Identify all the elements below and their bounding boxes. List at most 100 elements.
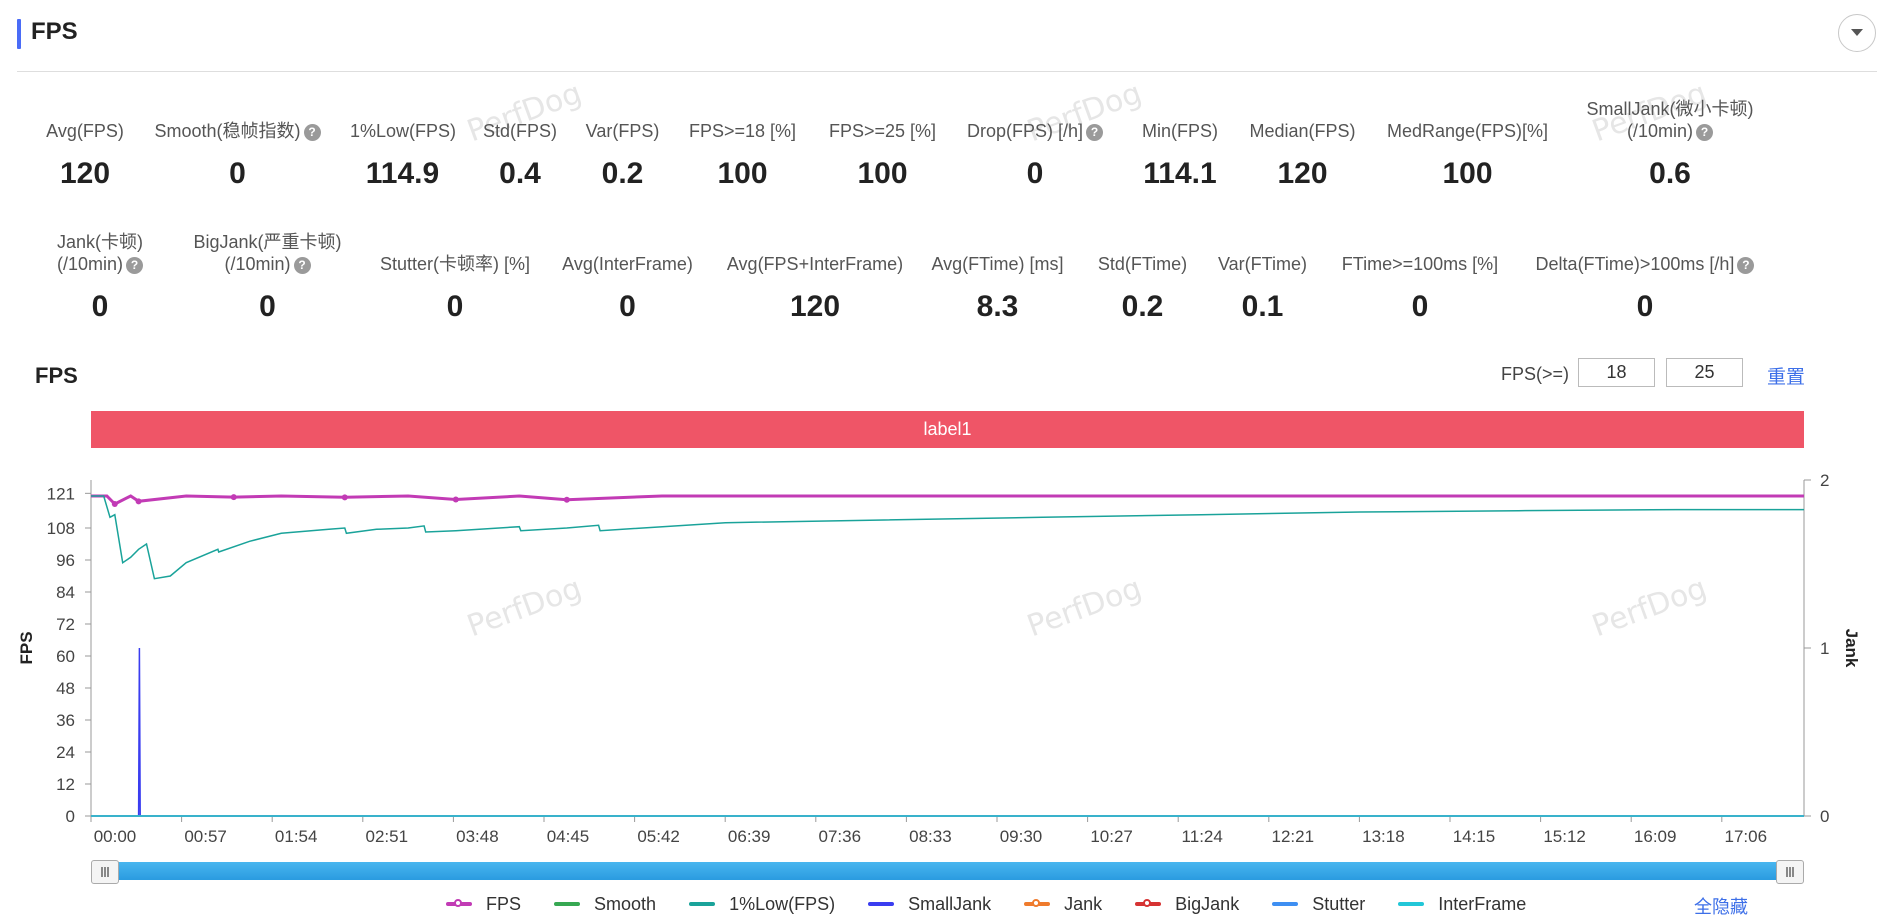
stat-value: 0 [91, 290, 109, 323]
stat-value: 120 [789, 290, 841, 323]
series-line-smalljank [91, 647, 1804, 817]
legend-swatch [1272, 902, 1299, 906]
y2-axis-title: Jank [1842, 629, 1861, 668]
stat-label: FTime>=100ms [%] [1341, 254, 1499, 274]
fps-threshold-1-input[interactable] [1578, 358, 1655, 387]
stat-value: 114.9 [365, 157, 440, 190]
slider-right-handle[interactable] [1776, 860, 1804, 884]
legend-item-smooth[interactable]: Smooth [554, 894, 656, 915]
stat-var-ftime: Var(FTime) 0.1 [1210, 253, 1315, 324]
x-tick-label: 06:39 [728, 827, 771, 846]
stat-label: Avg(FPS) [46, 121, 124, 141]
y-axis-title: FPS [17, 631, 36, 664]
help-icon[interactable]: ? [126, 256, 143, 274]
stat-avg-ftime: Avg(FTime) [ms] 8.3 [925, 253, 1070, 324]
x-tick-label: 00:00 [94, 827, 137, 846]
legend-item-interframe[interactable]: InterFrame [1398, 894, 1526, 915]
stat-label: Avg(FTime) [ms] [931, 254, 1064, 274]
stat-label: Delta(FTime)>100ms [/h] [1535, 254, 1735, 274]
legend-label: Smooth [594, 893, 657, 914]
legend-swatch [1398, 902, 1425, 906]
stat-value: 0.2 [601, 157, 644, 190]
stat-std-fps: Std(FPS) 0.4 [475, 120, 565, 191]
x-tick-label: 08:33 [909, 827, 952, 846]
legend-item-jank[interactable]: Jank [1024, 894, 1102, 915]
section-header: FPS [0, 0, 1877, 72]
stat-value: 0 [619, 290, 636, 323]
stat-fps-ge-18: FPS>=18 [%] 100 [680, 120, 805, 191]
stat-value: 100 [717, 157, 768, 190]
help-icon[interactable]: ? [303, 123, 321, 141]
stat-smooth: Smooth(稳帧指数)? 0 [150, 120, 325, 191]
legend-label: 1%Low(FPS) [729, 893, 836, 914]
slider-left-handle[interactable] [91, 860, 119, 884]
stat-label: MedRange(FPS)[%] [1386, 121, 1549, 141]
stat-stutter: Stutter(卡顿率) [%] 0 [375, 253, 535, 324]
y2-tick-label: 1 [1820, 639, 1829, 658]
y-tick-label: 121 [47, 484, 75, 503]
legend-label: BigJank [1175, 893, 1240, 914]
legend-item-1-low-fps-[interactable]: 1%Low(FPS) [689, 894, 835, 915]
x-tick-label: 11:24 [1182, 827, 1223, 846]
help-icon[interactable]: ? [1737, 256, 1755, 274]
reset-button[interactable]: 重置 [1767, 367, 1806, 388]
stat-value: 0.2 [1121, 290, 1164, 323]
stat-value: 0.1 [1241, 290, 1284, 323]
y-tick-label: 72 [56, 615, 75, 634]
x-tick-label: 05:42 [637, 827, 680, 846]
x-tick-label: 01:54 [275, 827, 318, 846]
stat-value: 0 [229, 157, 246, 190]
legend-swatch [446, 899, 472, 907]
legend-label: InterFrame [1438, 893, 1527, 914]
x-tick-label: 03:48 [456, 827, 499, 846]
stat-label: BigJank(严重卡顿) [193, 232, 342, 252]
stat-std-ftime: Std(FTime) 0.2 [1090, 253, 1195, 324]
y-tick-label: 96 [56, 551, 75, 570]
stat-label: Drop(FPS) [/h] [966, 121, 1084, 141]
x-tick-label: 17:06 [1725, 827, 1768, 846]
stat-label: Smooth(稳帧指数) [154, 121, 301, 141]
fps-threshold-label: FPS(>=) [1501, 364, 1570, 384]
stat-drop-fps: Drop(FPS) [/h]? 0 [960, 120, 1110, 191]
legend-item-smalljank[interactable]: SmallJank [868, 894, 991, 915]
slider-track[interactable] [101, 862, 1794, 880]
time-range-slider[interactable] [91, 860, 1804, 884]
legend-item-bigjank[interactable]: BigJank [1135, 894, 1239, 915]
y-tick-label: 60 [56, 647, 75, 666]
stat-value: 0.6 [1649, 157, 1691, 190]
stat-delta-ftime: Delta(FTime)>100ms [/h]? 0 [1525, 253, 1765, 324]
stat-label: Min(FPS) [1142, 121, 1218, 141]
stat-bigjank: BigJank(严重卡顿) (/10min)? 0 [180, 231, 355, 324]
legend-item-fps[interactable]: FPS [446, 894, 521, 915]
legend-swatch [554, 902, 581, 906]
y-tick-label: 84 [56, 583, 75, 602]
label-bar[interactable]: label1 [91, 411, 1804, 448]
help-icon[interactable]: ? [1086, 123, 1104, 141]
stat-label: Var(FTime) [1218, 254, 1307, 274]
chevron-down-icon [1851, 29, 1863, 36]
y2-tick-label: 0 [1820, 807, 1829, 826]
fps-threshold-2-input[interactable] [1666, 358, 1743, 387]
help-icon[interactable]: ? [1696, 123, 1713, 141]
fps-point [135, 498, 142, 505]
legend-item-stutter[interactable]: Stutter [1272, 894, 1365, 915]
stat-avg-interframe: Avg(InterFrame) 0 [555, 253, 700, 324]
stat-value: 120 [59, 157, 111, 190]
stat-var-fps: Var(FPS) 0.2 [580, 120, 665, 191]
series-line-fps [91, 494, 1804, 506]
section-title: FPS [31, 18, 78, 45]
collapse-button[interactable] [1838, 14, 1876, 52]
fps-point [563, 496, 570, 503]
y-tick-label: 12 [56, 775, 75, 794]
hide-all-button[interactable]: 全隐藏 [1694, 897, 1748, 915]
x-tick-label: 15:12 [1543, 827, 1586, 846]
stat-label: Var(FPS) [585, 121, 660, 141]
help-icon[interactable]: ? [293, 256, 311, 274]
legend-swatch [689, 902, 716, 906]
x-tick-label: 09:30 [1000, 827, 1043, 846]
stat-value: 0 [1411, 290, 1429, 323]
stat-label: Median(FPS) [1249, 121, 1356, 141]
y-tick-label: 48 [56, 679, 75, 698]
x-tick-label: 02:51 [366, 827, 409, 846]
